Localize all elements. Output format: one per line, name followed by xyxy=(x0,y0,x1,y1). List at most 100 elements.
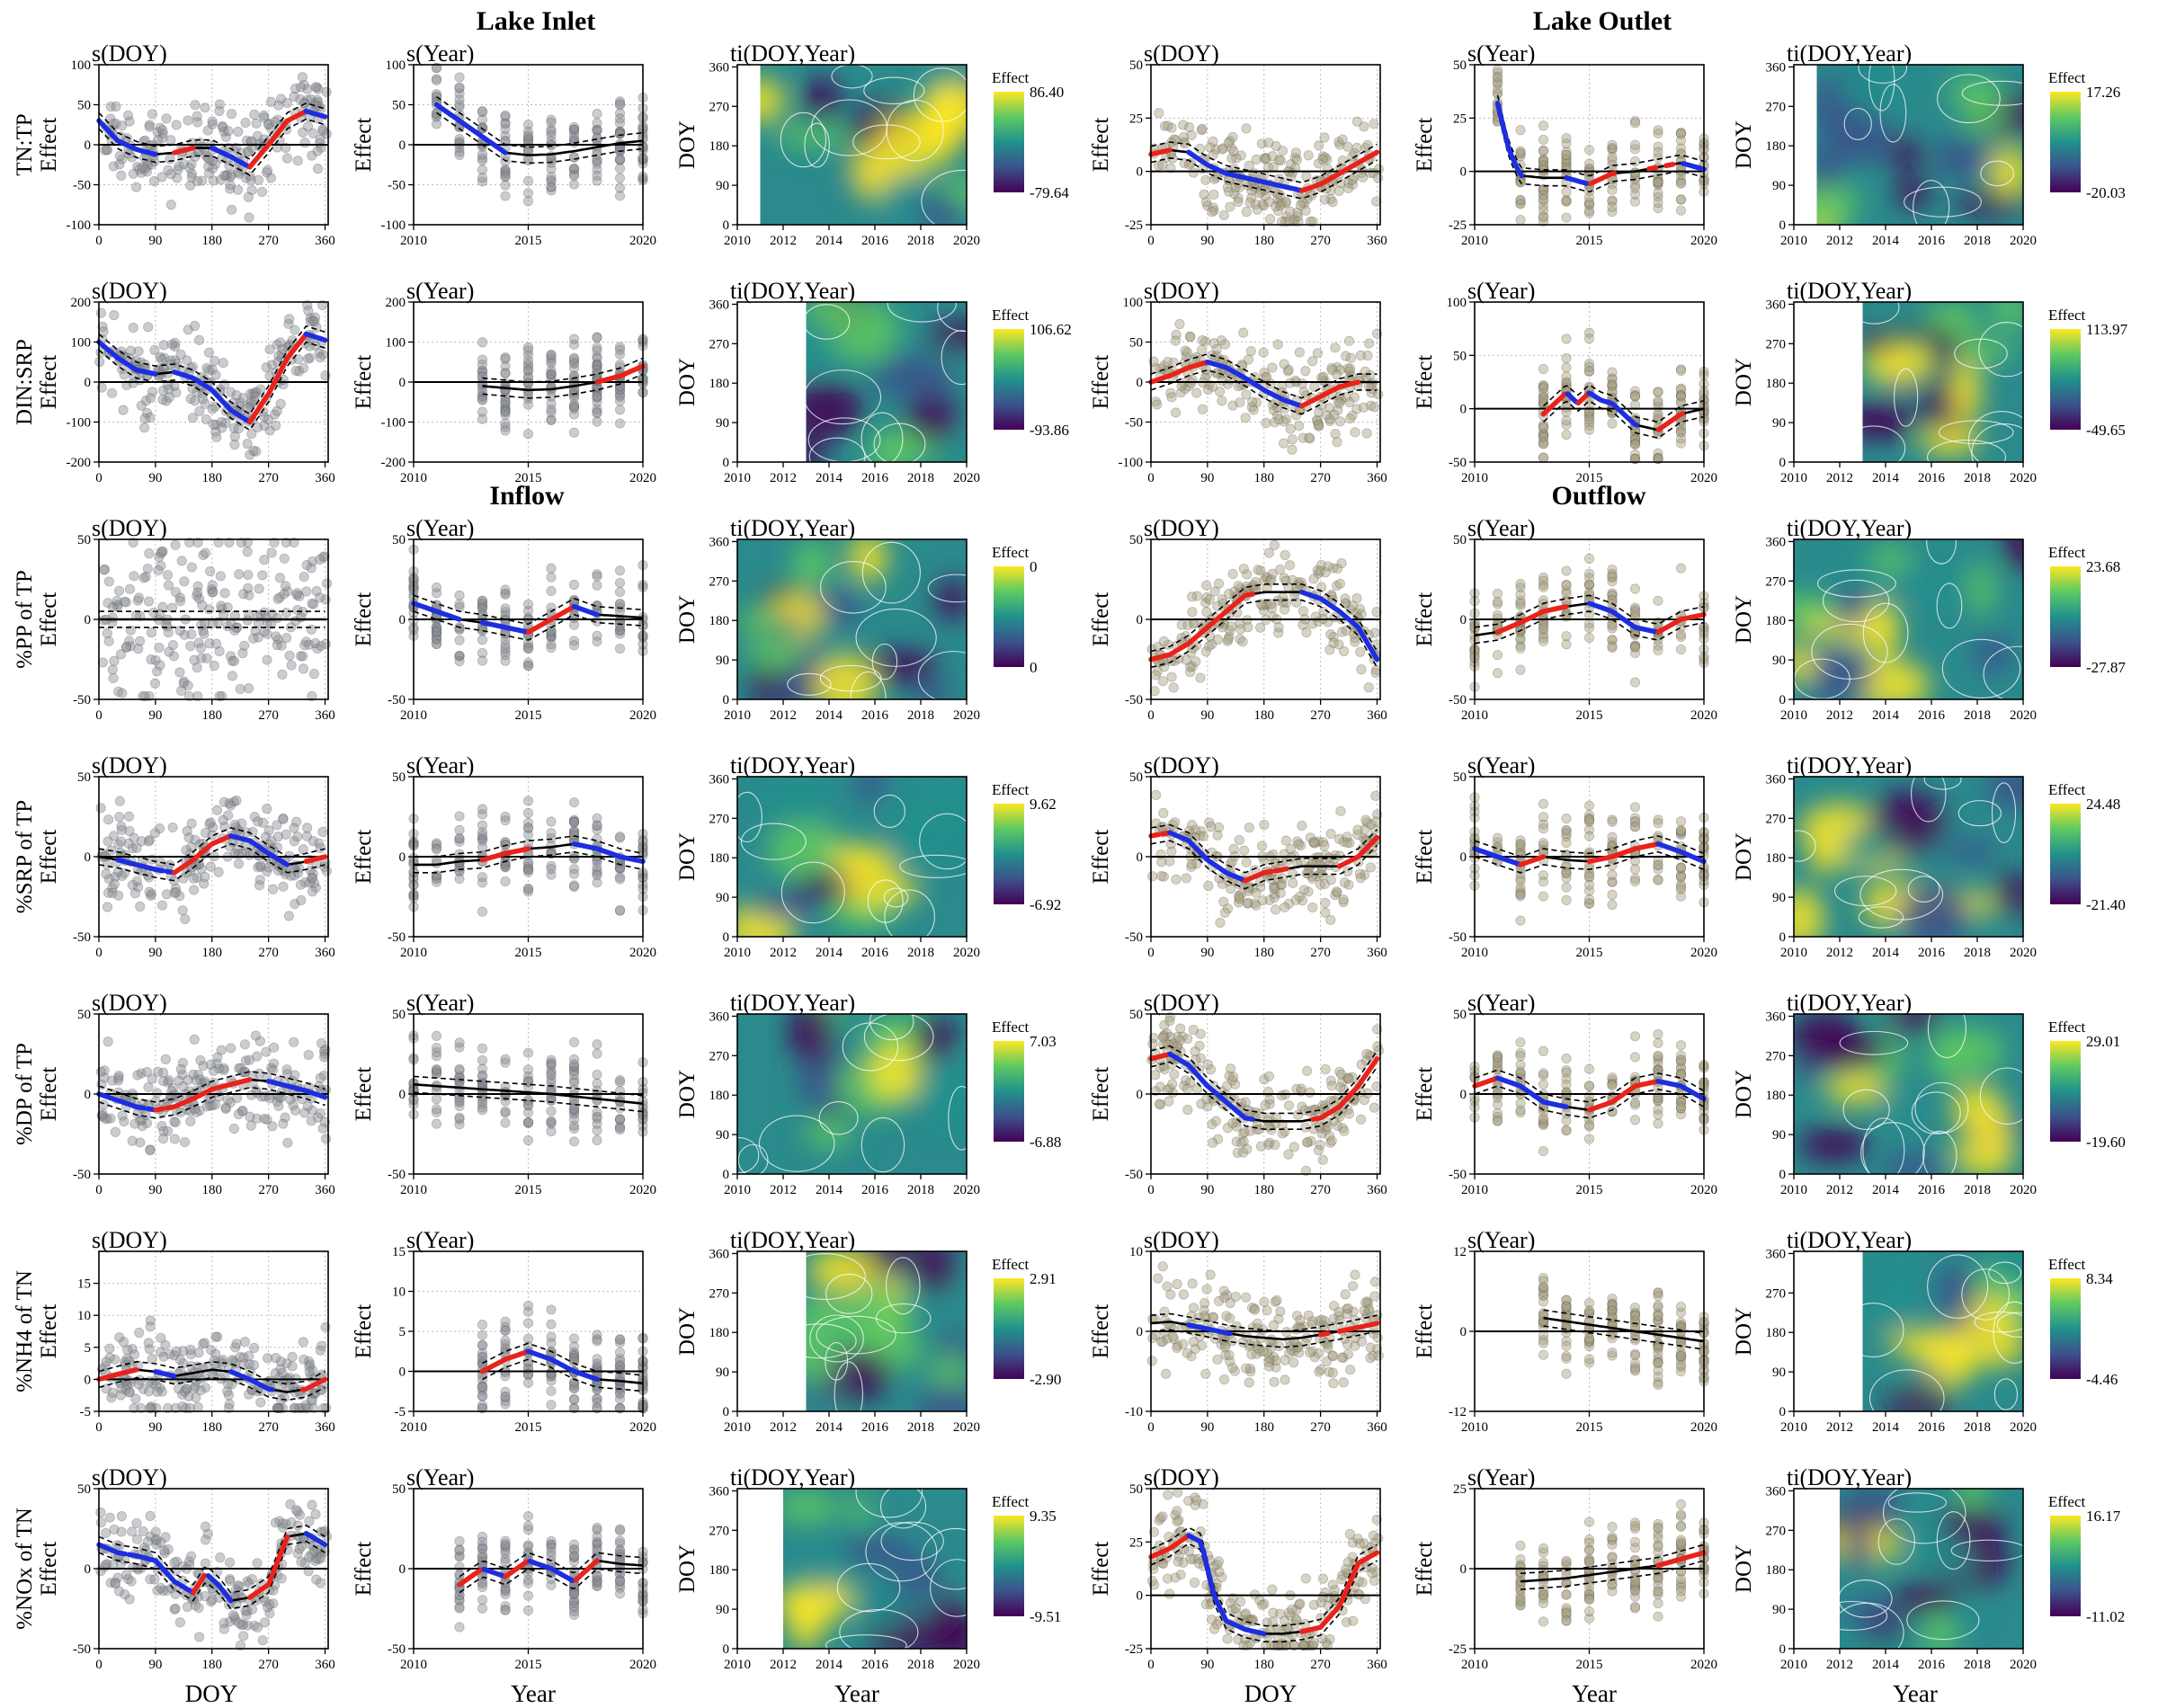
data-point xyxy=(1583,831,1595,841)
data-point xyxy=(592,1069,602,1081)
heatmap-blob xyxy=(1927,552,1961,579)
data-point xyxy=(477,1055,488,1066)
data-point xyxy=(454,88,465,99)
data-point xyxy=(207,156,218,166)
data-point xyxy=(259,1113,270,1125)
x-tick-label: 360 xyxy=(1367,946,1387,960)
data-point xyxy=(271,420,281,431)
data-point xyxy=(314,138,325,148)
data-point xyxy=(1170,335,1182,346)
data-point xyxy=(431,74,442,85)
data-point xyxy=(568,1084,580,1095)
y-tick-label: 270 xyxy=(1766,337,1787,351)
x-tick-label: 2016 xyxy=(861,708,889,723)
y-tick-label: 360 xyxy=(709,1010,730,1024)
legend-colorbar xyxy=(994,329,1024,430)
decreasing-segment xyxy=(96,118,158,157)
data-point xyxy=(1607,816,1618,827)
y-tick-label: -50 xyxy=(388,693,406,707)
data-point xyxy=(227,204,237,215)
data-point xyxy=(145,1145,156,1156)
data-point xyxy=(253,174,264,185)
data-point xyxy=(614,155,626,165)
data-point xyxy=(1156,870,1167,882)
heatmap-field xyxy=(737,777,967,937)
y-tick-label: 0 xyxy=(723,218,730,233)
data-point xyxy=(431,1068,442,1079)
data-point xyxy=(500,1106,511,1117)
data-point xyxy=(256,186,268,198)
data-point xyxy=(243,146,254,156)
data-point xyxy=(1201,580,1212,591)
y-label-effect: Effect xyxy=(1413,355,1437,410)
x-tick-label: 2018 xyxy=(907,1183,934,1197)
data-point xyxy=(1538,383,1549,394)
data-point xyxy=(1168,357,1179,369)
data-point xyxy=(568,169,580,180)
y-tick-label: 200 xyxy=(71,296,92,310)
y-tick-label: 50 xyxy=(1453,349,1467,363)
data-point xyxy=(127,1135,138,1146)
data-point xyxy=(1561,565,1572,576)
data-point xyxy=(1225,201,1235,212)
data-point xyxy=(116,346,127,357)
data-point xyxy=(1675,816,1687,827)
y-label-doy: DOY xyxy=(1732,595,1756,644)
data-point xyxy=(1273,622,1284,633)
fitted-smooth xyxy=(435,103,644,156)
y-tick-label: -50 xyxy=(73,1168,91,1182)
data-point xyxy=(243,191,254,202)
y-tick-label: -50 xyxy=(388,930,406,945)
data-point xyxy=(306,624,317,635)
data-point xyxy=(165,169,176,180)
data-point xyxy=(568,129,580,139)
x-tick-label: 2014 xyxy=(1872,946,1900,960)
y-tick-label: 0 xyxy=(399,1088,406,1102)
data-point xyxy=(1158,636,1170,647)
data-point xyxy=(186,172,197,182)
x-label-col3: Year xyxy=(834,1680,879,1707)
data-point xyxy=(298,127,308,138)
heatmap-field xyxy=(1862,302,2023,462)
data-point xyxy=(546,585,557,597)
y-tick-label: -50 xyxy=(1449,930,1467,945)
heatmap-blob xyxy=(814,654,878,699)
y-tick-label: 50 xyxy=(77,770,91,785)
y-tick-label: 270 xyxy=(1766,100,1787,114)
x-tick-label: 2014 xyxy=(1872,234,1900,248)
y-label-effect: Effect xyxy=(352,830,376,885)
data-point xyxy=(102,902,113,912)
data-point xyxy=(477,173,488,183)
data-point xyxy=(245,1120,256,1131)
y-tick-label: 0 xyxy=(85,613,92,627)
data-point xyxy=(592,391,602,402)
data-point xyxy=(272,593,283,604)
data-point xyxy=(97,657,109,668)
x-tick-label: 180 xyxy=(1254,471,1275,485)
data-point xyxy=(1629,607,1641,618)
y-tick-label: -100 xyxy=(381,218,406,233)
data-point xyxy=(592,175,602,186)
data-point xyxy=(95,1066,107,1077)
y-tick-label: 0 xyxy=(399,138,406,153)
data-point xyxy=(141,157,153,168)
x-tick-label: 2010 xyxy=(1780,946,1807,960)
panel-title: s(DOY) xyxy=(92,990,167,1016)
data-point xyxy=(1583,894,1595,905)
x-tick-label: 0 xyxy=(95,234,103,248)
y-label-effect: Effect xyxy=(1413,830,1437,885)
data-point xyxy=(614,643,626,654)
data-point xyxy=(1268,849,1279,860)
data-point xyxy=(113,890,124,901)
data-point xyxy=(200,547,211,558)
y-tick-label: -50 xyxy=(73,930,91,945)
x-tick-label: 90 xyxy=(148,1183,162,1197)
data-point xyxy=(568,152,580,163)
data-point xyxy=(431,1030,442,1041)
data-point xyxy=(431,638,442,650)
data-point xyxy=(592,1039,602,1050)
data-point xyxy=(1191,387,1202,398)
data-point xyxy=(1355,646,1366,657)
data-point xyxy=(158,1076,169,1087)
data-point xyxy=(431,1042,442,1054)
